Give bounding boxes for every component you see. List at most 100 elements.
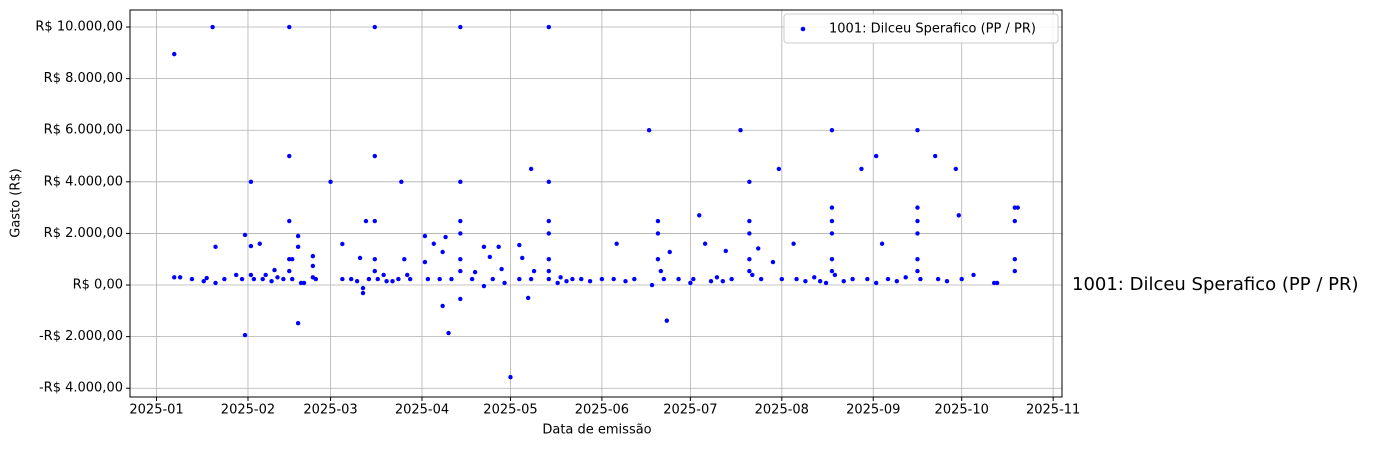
point bbox=[405, 272, 410, 278]
point bbox=[481, 244, 487, 250]
point bbox=[747, 257, 752, 262]
point bbox=[555, 280, 560, 286]
point bbox=[873, 153, 879, 159]
x-tick-label: 2025-11 bbox=[1026, 403, 1080, 418]
point bbox=[894, 278, 900, 284]
point bbox=[248, 272, 254, 278]
point bbox=[357, 255, 363, 261]
y-tick-label: -R$ 4.000,00 bbox=[39, 381, 123, 396]
point bbox=[517, 242, 522, 248]
point bbox=[667, 249, 672, 255]
point bbox=[829, 231, 835, 236]
point bbox=[349, 276, 354, 282]
point bbox=[791, 241, 796, 246]
point bbox=[222, 276, 227, 282]
point bbox=[399, 179, 404, 185]
point bbox=[1012, 268, 1018, 274]
x-tick-label: 2025-01 bbox=[129, 403, 183, 418]
point bbox=[384, 278, 389, 284]
point bbox=[363, 218, 369, 224]
point bbox=[599, 276, 605, 282]
point bbox=[885, 276, 891, 282]
point bbox=[614, 241, 619, 246]
point bbox=[841, 278, 846, 284]
point bbox=[664, 318, 669, 323]
point bbox=[865, 276, 870, 282]
point bbox=[295, 244, 301, 250]
point bbox=[372, 218, 377, 224]
point bbox=[248, 243, 254, 249]
point bbox=[372, 257, 377, 262]
point bbox=[918, 276, 923, 282]
point bbox=[517, 276, 522, 282]
point bbox=[587, 278, 593, 284]
point bbox=[210, 24, 215, 30]
point bbox=[360, 285, 366, 291]
point bbox=[257, 241, 262, 246]
x-tick-label: 2025-06 bbox=[575, 403, 629, 418]
point bbox=[829, 128, 835, 133]
point bbox=[714, 275, 720, 280]
point bbox=[935, 276, 941, 282]
x-tick-label: 2025-09 bbox=[846, 403, 900, 418]
point bbox=[372, 153, 377, 159]
point bbox=[204, 275, 209, 281]
point bbox=[440, 249, 445, 255]
point bbox=[873, 280, 879, 286]
point bbox=[425, 276, 431, 282]
point bbox=[458, 231, 463, 236]
x-tick-label: 2025-03 bbox=[303, 403, 357, 418]
point bbox=[437, 276, 442, 282]
y-tick-label: R$ 4.000,00 bbox=[44, 174, 123, 189]
point bbox=[287, 153, 292, 159]
y-tick-label: R$ 2.000,00 bbox=[44, 226, 123, 241]
point bbox=[295, 321, 301, 326]
point bbox=[812, 275, 817, 280]
point bbox=[747, 179, 752, 185]
point bbox=[747, 218, 752, 224]
point bbox=[803, 278, 808, 284]
point bbox=[446, 330, 451, 336]
point bbox=[661, 276, 667, 282]
point bbox=[458, 179, 463, 185]
point bbox=[528, 276, 534, 282]
plot-area bbox=[130, 10, 1062, 397]
point bbox=[750, 272, 755, 278]
point bbox=[915, 231, 920, 236]
x-tick-label: 2025-07 bbox=[663, 403, 717, 418]
point bbox=[546, 257, 552, 262]
point bbox=[260, 276, 265, 282]
point bbox=[242, 232, 248, 238]
point bbox=[879, 241, 885, 246]
point bbox=[697, 213, 702, 218]
point bbox=[310, 263, 316, 269]
y-tick-label: R$ 10.000,00 bbox=[35, 20, 123, 35]
point bbox=[487, 254, 493, 260]
point bbox=[375, 276, 380, 282]
point bbox=[915, 205, 920, 210]
point bbox=[531, 268, 537, 274]
point bbox=[396, 276, 401, 282]
grid bbox=[130, 10, 1062, 397]
point bbox=[472, 269, 478, 275]
point bbox=[287, 24, 292, 30]
point bbox=[422, 233, 428, 239]
point bbox=[281, 276, 286, 282]
point bbox=[915, 257, 920, 262]
point bbox=[201, 278, 206, 284]
point bbox=[758, 276, 764, 282]
point bbox=[720, 278, 726, 284]
y-tick-label: R$ 0,00 bbox=[73, 278, 123, 293]
points bbox=[172, 24, 1020, 380]
point bbox=[546, 179, 552, 185]
x-tick-label: 2025-04 bbox=[395, 403, 449, 418]
point bbox=[558, 275, 563, 280]
point bbox=[301, 280, 307, 286]
point bbox=[290, 276, 295, 282]
point bbox=[915, 268, 920, 274]
point bbox=[263, 272, 268, 278]
point bbox=[570, 276, 575, 282]
point bbox=[747, 268, 752, 274]
point bbox=[340, 241, 345, 247]
point bbox=[676, 276, 681, 282]
